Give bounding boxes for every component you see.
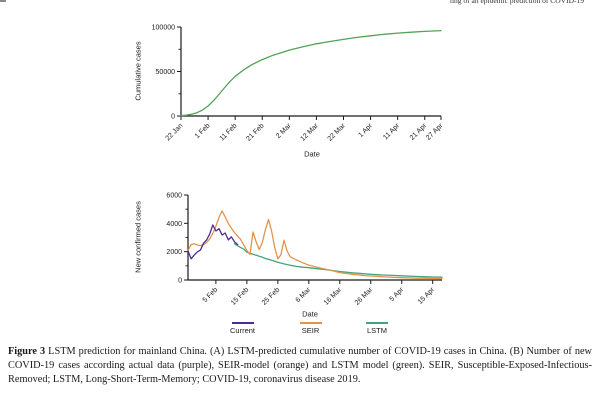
svg-text:22 Mar: 22 Mar [327,122,348,143]
svg-text:27 Apr: 27 Apr [425,122,445,142]
svg-text:50000: 50000 [156,69,176,76]
current-line-swatch [231,322,254,324]
svg-text:0: 0 [178,278,182,285]
svg-text:6000: 6000 [166,193,182,200]
svg-text:22 Jan: 22 Jan [165,122,185,142]
lstm-line-swatch [365,322,388,324]
svg-text:2000: 2000 [166,249,182,256]
svg-text:6 Mar: 6 Mar [295,286,313,304]
running-head-fragment: ling of an epidemic prediction of COVID-… [449,0,584,5]
legend-label-current: Current [230,326,256,335]
figure-3-charts: 0 50000 100000 22 Jan 1 Feb 11 Feb 21 Feb 2 Mar… [152,25,445,307]
legend-item-seir: SEIR [299,322,322,335]
svg-text:21 Apr: 21 Apr [409,122,429,142]
figure-caption-text: LSTM prediction for mainland China. (A) … [8,346,592,385]
legend-label-seir: SEIR [301,326,320,335]
chart-a-x-axis-label: Date [304,149,320,159]
page-edge-mark [0,0,6,2]
svg-text:21 Feb: 21 Feb [245,122,265,142]
chart-legend: Current SEIR LSTM [230,322,388,335]
svg-text:26 Mar: 26 Mar [354,286,375,307]
svg-text:100000: 100000 [152,25,175,32]
svg-text:5 Apr: 5 Apr [389,286,406,303]
legend-label-lstm: LSTM [366,326,387,335]
chart-b-x-axis-label: Date [302,309,318,319]
svg-text:4000: 4000 [166,221,182,228]
svg-text:15 Feb: 15 Feb [230,286,250,306]
svg-text:11 Feb: 11 Feb [219,122,239,142]
svg-text:5 Feb: 5 Feb [202,286,220,304]
svg-text:0: 0 [171,114,175,121]
svg-text:16 Mar: 16 Mar [323,286,344,307]
seir-line-swatch [299,322,322,324]
legend-item-current: Current [230,322,255,335]
figure-caption: Figure 3 LSTM prediction for mainland Ch… [8,345,592,386]
chart-a-y-axis-label: Cumulative cases [133,41,143,101]
svg-text:11 Apr: 11 Apr [382,122,401,141]
svg-text:15 Apr: 15 Apr [417,286,437,306]
svg-text:25 Feb: 25 Feb [261,286,281,306]
svg-text:1 Apr: 1 Apr [357,122,374,139]
svg-text:12 Mar: 12 Mar [299,122,320,143]
svg-text:2 Mar: 2 Mar [275,122,293,140]
svg-text:1 Feb: 1 Feb [194,122,212,140]
legend-item-lstm: LSTM [365,322,388,335]
figure-caption-label: Figure 3 [8,346,46,357]
chart-b-y-axis-label: New confirmed cases [133,201,143,273]
